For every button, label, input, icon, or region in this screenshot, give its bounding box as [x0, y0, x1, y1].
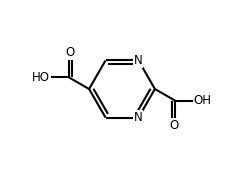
Text: O: O [65, 46, 75, 59]
Text: OH: OH [194, 94, 212, 107]
Text: N: N [134, 54, 143, 67]
Text: N: N [134, 111, 143, 124]
Text: HO: HO [32, 71, 50, 84]
Text: O: O [169, 119, 179, 132]
